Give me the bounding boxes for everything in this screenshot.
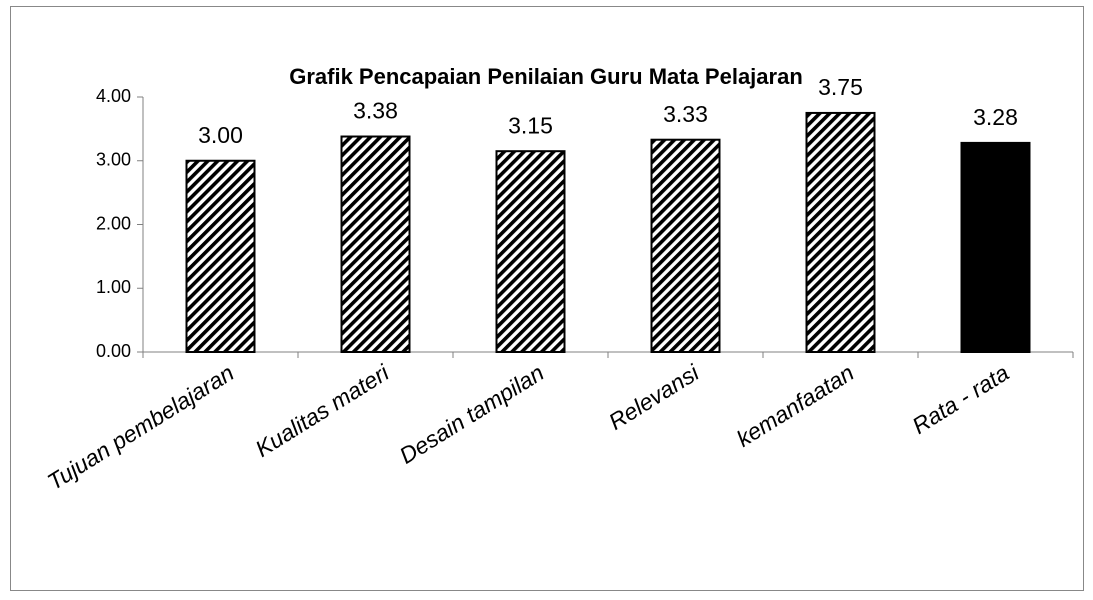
- bar: [340, 135, 411, 353]
- value-label: 3.38: [353, 98, 398, 124]
- y-tick-label: 0.00: [96, 341, 131, 361]
- value-label: 3.28: [973, 104, 1018, 130]
- bar: [650, 138, 721, 353]
- bar: [495, 150, 566, 353]
- bar: [960, 141, 1031, 353]
- value-label: 3.33: [663, 101, 708, 127]
- value-label: 3.00: [198, 122, 243, 148]
- y-tick-label: 2.00: [96, 213, 131, 233]
- bar: [805, 111, 876, 353]
- bar: [185, 159, 256, 353]
- value-label: 3.75: [818, 74, 863, 100]
- y-tick-label: 1.00: [96, 277, 131, 297]
- chart-title: Grafik Pencapaian Penilaian Guru Mata Pe…: [289, 64, 803, 89]
- y-tick-label: 3.00: [96, 150, 131, 170]
- value-label: 3.15: [508, 112, 553, 138]
- y-tick-label: 4.00: [96, 86, 131, 106]
